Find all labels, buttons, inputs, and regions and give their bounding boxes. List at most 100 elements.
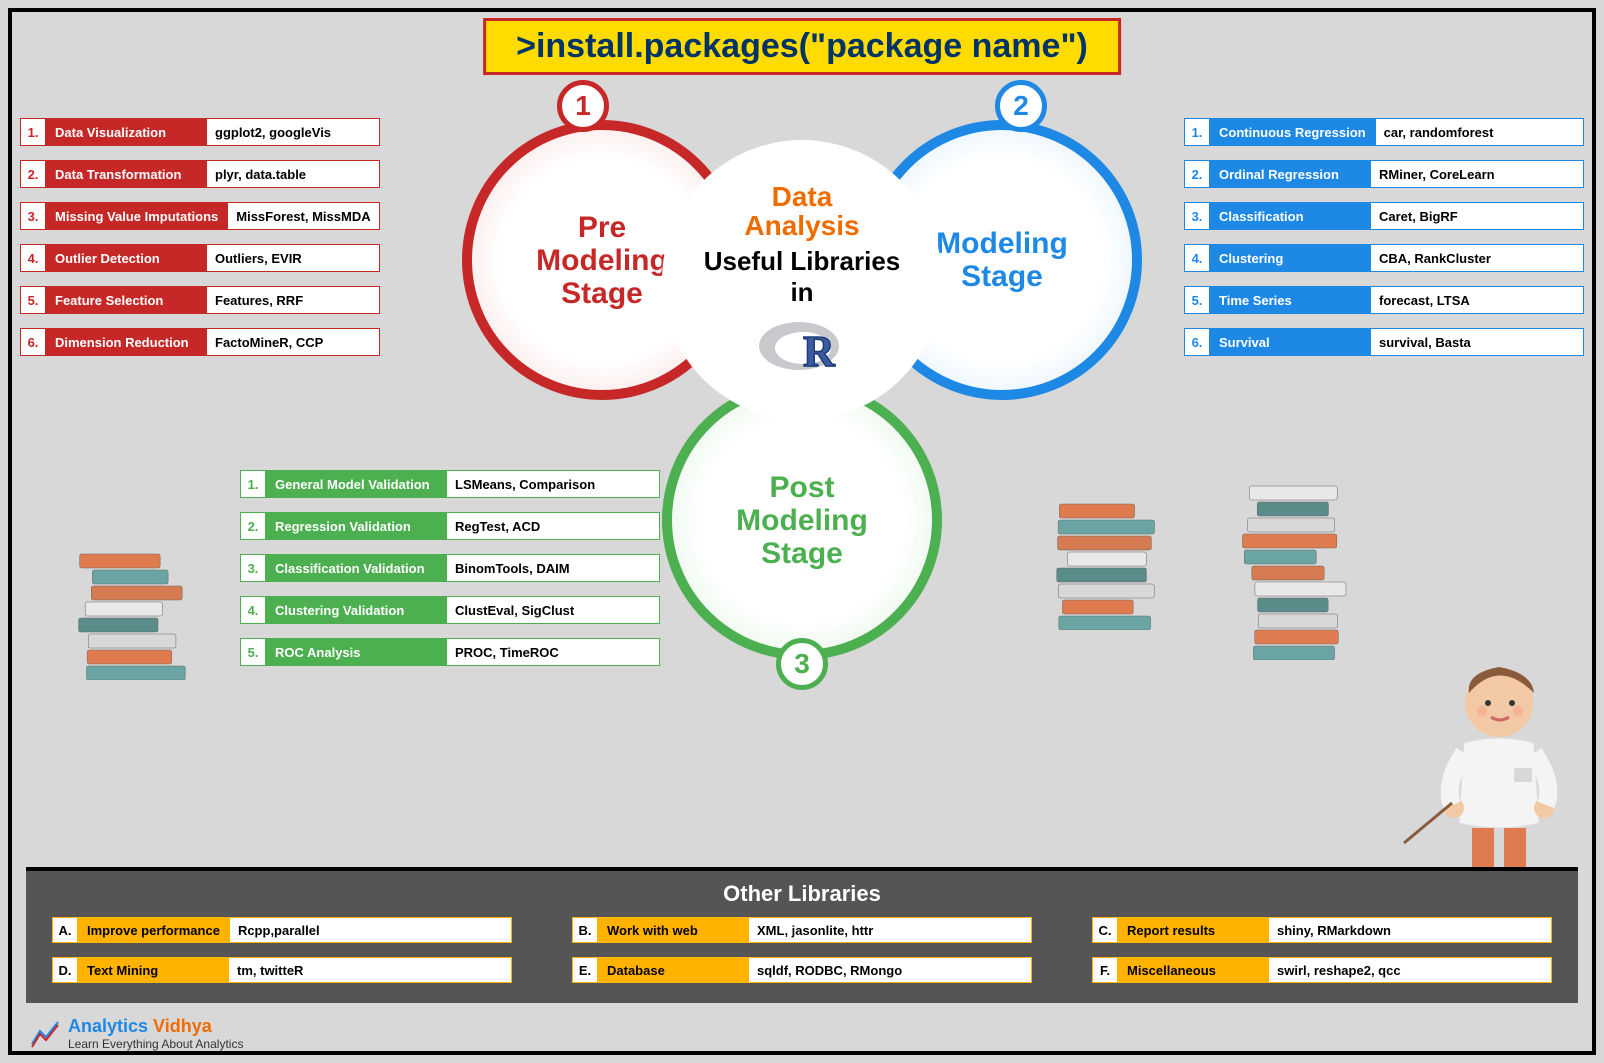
- list-item: 6.Survivalsurvival, Basta: [1184, 328, 1584, 356]
- badge-1: 1: [557, 80, 609, 132]
- list-item: 4.Clustering ValidationClustEval, SigClu…: [240, 596, 660, 624]
- list-item: 4.Outlier DetectionOutliers, EVIR: [20, 244, 380, 272]
- item-label: General Model Validation: [266, 470, 446, 498]
- item-num: 4.: [240, 596, 266, 624]
- item-value: Rcpp,parallel: [229, 917, 512, 943]
- circle-post-modeling: Post Modeling Stage: [662, 380, 942, 660]
- item-num: F.: [1092, 957, 1118, 983]
- item-num: D.: [52, 957, 78, 983]
- other-item: A.Improve performanceRcpp,parallel: [52, 917, 512, 943]
- item-num: 3.: [240, 554, 266, 582]
- item-num: 2.: [240, 512, 266, 540]
- list-item: 3.Classification ValidationBinomTools, D…: [240, 554, 660, 582]
- item-value: LSMeans, Comparison: [446, 470, 660, 498]
- item-value: Outliers, EVIR: [206, 244, 380, 272]
- item-label: Missing Value Imputations: [46, 202, 227, 230]
- item-num: 3.: [1184, 202, 1210, 230]
- item-num: E.: [572, 957, 598, 983]
- item-num: 3.: [20, 202, 46, 230]
- other-item: C.Report resultsshiny, RMarkdown: [1092, 917, 1552, 943]
- item-label: Data Visualization: [46, 118, 206, 146]
- item-num: 4.: [20, 244, 46, 272]
- item-value: Features, RRF: [206, 286, 380, 314]
- brand-1: Analytics: [68, 1016, 148, 1036]
- item-label: Miscellaneous: [1118, 957, 1268, 983]
- book-stack-icon: [1224, 460, 1354, 660]
- list-item: 4.ClusteringCBA, RankCluster: [1184, 244, 1584, 272]
- brand-tagline: Learn Everything About Analytics: [68, 1037, 243, 1051]
- item-num: B.: [572, 917, 598, 943]
- item-label: Report results: [1118, 917, 1268, 943]
- item-num: 6.: [20, 328, 46, 356]
- item-label: Survival: [1210, 328, 1370, 356]
- pre-modeling-list: 1.Data Visualizationggplot2, googleVis 2.…: [20, 118, 380, 356]
- list-item: 1.General Model ValidationLSMeans, Compa…: [240, 470, 660, 498]
- center-l4: in: [790, 277, 813, 307]
- item-num: 1.: [240, 470, 266, 498]
- item-label: Classification Validation: [266, 554, 446, 582]
- item-label: Time Series: [1210, 286, 1370, 314]
- circle-red-l2: Modeling: [536, 244, 668, 277]
- item-value: tm, twitteR: [228, 957, 512, 983]
- item-value: MissForest, MissMDA: [227, 202, 380, 230]
- item-value: PROC, TimeROC: [446, 638, 660, 666]
- item-label: Classification: [1210, 202, 1370, 230]
- item-value: shiny, RMarkdown: [1268, 917, 1552, 943]
- item-value: FactoMineR, CCP: [206, 328, 380, 356]
- circle-blue-l2: Stage: [961, 260, 1043, 293]
- item-label: Work with web: [598, 917, 748, 943]
- item-label: Database: [598, 957, 748, 983]
- other-item: B.Work with webXML, jasonlite, httr: [572, 917, 1032, 943]
- list-item: 1.Data Visualizationggplot2, googleVis: [20, 118, 380, 146]
- item-label: Feature Selection: [46, 286, 206, 314]
- center-l1: Data: [772, 181, 833, 212]
- item-num: 5.: [20, 286, 46, 314]
- circle-green-l3: Stage: [761, 537, 843, 570]
- list-item: 2.Ordinal RegressionRMiner, CoreLearn: [1184, 160, 1584, 188]
- item-label: Clustering: [1210, 244, 1370, 272]
- item-num: C.: [1092, 917, 1118, 943]
- item-label: Continuous Regression: [1210, 118, 1375, 146]
- svg-text:R: R: [803, 327, 836, 376]
- other-item: D.Text Miningtm, twitteR: [52, 957, 512, 983]
- center-l3: Useful Libraries: [704, 246, 901, 276]
- item-value: survival, Basta: [1370, 328, 1584, 356]
- item-num: A.: [52, 917, 78, 943]
- circle-green-l1: Post: [769, 471, 834, 504]
- item-label: Ordinal Regression: [1210, 160, 1370, 188]
- item-label: Outlier Detection: [46, 244, 206, 272]
- item-value: forecast, LTSA: [1370, 286, 1584, 314]
- book-stack-icon: [60, 530, 190, 680]
- item-num: 2.: [1184, 160, 1210, 188]
- center-l2: Analysis: [744, 210, 859, 241]
- item-num: 2.: [20, 160, 46, 188]
- item-label: Text Mining: [78, 957, 228, 983]
- other-title: Other Libraries: [52, 881, 1552, 907]
- item-num: 1.: [1184, 118, 1210, 146]
- circle-red-l1: Pre: [578, 211, 626, 244]
- item-label: ROC Analysis: [266, 638, 446, 666]
- item-value: plyr, data.table: [206, 160, 380, 188]
- list-item: 5.Feature SelectionFeatures, RRF: [20, 286, 380, 314]
- other-item: E.Databasesqldf, RODBC, RMongo: [572, 957, 1032, 983]
- brand-logo-icon: [30, 1019, 60, 1049]
- circle-blue-l1: Modeling: [936, 227, 1068, 260]
- item-label: Regression Validation: [266, 512, 446, 540]
- item-label: Improve performance: [78, 917, 229, 943]
- other-item: F.Miscellaneousswirl, reshape2, qcc: [1092, 957, 1552, 983]
- venn-center: DataAnalysis Useful Librariesin R: [662, 140, 942, 420]
- item-value: BinomTools, DAIM: [446, 554, 660, 582]
- modeling-list: 1.Continuous Regressioncar, randomforest…: [1184, 118, 1584, 356]
- list-item: 5.ROC AnalysisPROC, TimeROC: [240, 638, 660, 666]
- install-banner: >install.packages("package name"): [483, 18, 1121, 75]
- item-value: Caret, BigRF: [1370, 202, 1584, 230]
- list-item: 6.Dimension ReductionFactoMineR, CCP: [20, 328, 380, 356]
- list-item: 3.ClassificationCaret, BigRF: [1184, 202, 1584, 230]
- item-num: 5.: [240, 638, 266, 666]
- item-value: CBA, RankCluster: [1370, 244, 1584, 272]
- item-num: 4.: [1184, 244, 1210, 272]
- brand-2: Vidhya: [148, 1016, 212, 1036]
- other-libraries-panel: Other Libraries A.Improve performanceRcp…: [26, 867, 1578, 1003]
- post-modeling-list: 1.General Model ValidationLSMeans, Compa…: [240, 470, 660, 666]
- item-value: XML, jasonlite, httr: [748, 917, 1032, 943]
